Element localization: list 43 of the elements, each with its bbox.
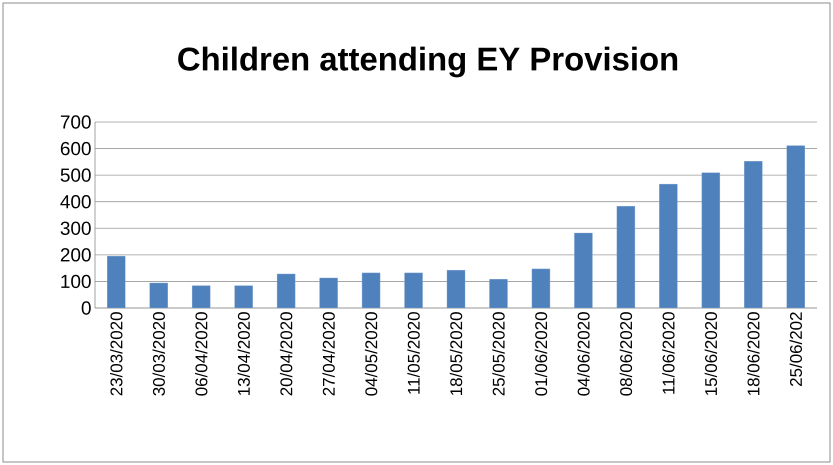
bar [532, 268, 550, 308]
y-tick-label: 300 [60, 222, 91, 235]
x-tick-label: 11/05/2020 [407, 312, 420, 394]
y-tick-label: 500 [60, 168, 91, 182]
x-tick-label: 15/06/2020 [704, 312, 718, 395]
x-tick-label: 11/06/2020 [662, 312, 675, 394]
chart-title: Children attending EY Provision [178, 46, 678, 78]
x-tick-label: 30/03/2020 [152, 312, 165, 396]
bar [489, 279, 508, 308]
bar [404, 272, 423, 308]
y-tick-label: 600 [60, 142, 91, 156]
y-tick-label: 400 [60, 195, 91, 208]
x-tick-label: 04/06/2020 [577, 312, 590, 396]
x-tick-label: 25/05/2020 [492, 312, 505, 396]
y-tick-label: 0 [82, 301, 91, 315]
x-tick-label: 18/06/2020 [747, 312, 760, 395]
x-tick-label: 27/04/2020 [322, 312, 335, 396]
bar [150, 282, 168, 308]
y-tick-label: 100 [61, 274, 91, 288]
bar [616, 206, 636, 308]
y-tick-label: 700 [60, 115, 91, 129]
x-tick-label: 13/04/2020 [237, 312, 250, 395]
bar [786, 145, 805, 308]
bar [574, 232, 593, 308]
bar [319, 278, 338, 308]
x-tick-label: 23/03/2020 [110, 312, 122, 396]
x-tick-label: 20/04/2020 [280, 312, 292, 396]
bar [107, 256, 126, 308]
bar [702, 172, 720, 308]
bar [744, 161, 763, 308]
bar [192, 285, 210, 308]
bar [276, 274, 296, 308]
bar [234, 285, 253, 308]
x-tick-label: 08/06/2020 [620, 312, 632, 396]
bar [659, 184, 678, 308]
x-tick-label: 01/06/2020 [534, 312, 548, 396]
bar [446, 270, 466, 308]
y-tick-label: 200 [60, 248, 91, 262]
x-tick-label: 18/05/2020 [450, 312, 462, 395]
x-tick-label: 04/05/2020 [364, 312, 378, 396]
x-tick-label: 25/06/202 [790, 312, 802, 386]
x-tick-label: 06/04/2020 [194, 312, 208, 396]
bar [362, 272, 380, 308]
